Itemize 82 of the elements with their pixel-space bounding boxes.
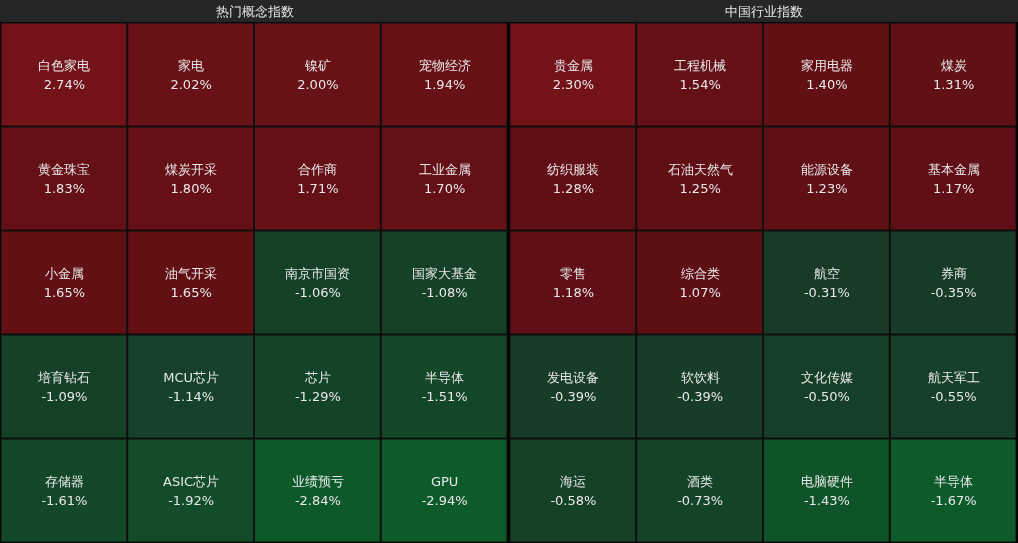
data-label: -0.39% (550, 389, 597, 404)
category-label: 家电 (178, 58, 205, 73)
category-label: 贵金属 (553, 58, 593, 73)
category-label: 券商 (940, 266, 967, 281)
data-label: 2.74% (43, 77, 86, 92)
data-label: -0.73% (677, 493, 724, 508)
data-label: 1.65% (170, 285, 212, 300)
data-label: -0.50% (803, 389, 850, 404)
data-label: 1.94% (423, 77, 466, 92)
data-label: 2.02% (170, 77, 212, 92)
data-label: -1.06% (294, 285, 341, 300)
category-label: 文化传媒 (800, 370, 853, 385)
data-label: -1.92% (168, 493, 215, 508)
category-label: ASIC芯片 (163, 474, 220, 489)
category-label: 培育钻石 (37, 370, 91, 385)
category-label: 家用电器 (800, 58, 853, 73)
data-label: 1.40% (806, 77, 848, 92)
category-label: 业绩预亏 (291, 474, 344, 489)
category-label: 煤炭开采 (165, 162, 218, 177)
data-label: 1.83% (43, 181, 86, 196)
category-label: 基本金属 (927, 162, 980, 177)
text: 热门概念指数 (215, 4, 294, 19)
category-label: 油气开采 (165, 266, 218, 281)
data-label: 1.07% (679, 285, 721, 300)
category-label: 发电设备 (547, 370, 600, 385)
data-label: -1.67% (930, 493, 977, 508)
category-label: 工业金属 (418, 162, 471, 177)
category-label: 合作商 (298, 162, 338, 177)
category-label: 航天军工 (927, 370, 980, 385)
data-label: 1.71% (297, 181, 339, 196)
category-label: 黄金珠宝 (38, 162, 91, 177)
data-label: -0.35% (930, 285, 977, 300)
category-label: 纺织服装 (547, 162, 600, 177)
category-label: 存储器 (44, 474, 84, 489)
category-label: 煤炭 (940, 58, 967, 73)
data-label: -1.09% (41, 389, 88, 404)
category-label: MCU芯片 (163, 370, 220, 385)
data-label: -1.08% (421, 285, 468, 300)
data-label: 1.25% (679, 181, 721, 196)
category-label: 小金属 (44, 266, 84, 281)
category-label: 软饮料 (680, 370, 720, 385)
data-label: -1.61% (41, 493, 88, 508)
category-label: 半导体 (425, 370, 465, 385)
data-label: 1.18% (552, 285, 595, 300)
data-label: 1.28% (552, 181, 595, 196)
category-label: 能源设备 (800, 162, 853, 177)
category-label: 海运 (560, 474, 587, 489)
data-label: 1.80% (170, 181, 212, 196)
category-label: 南京市国资 (285, 266, 351, 281)
category-label: GPU (430, 474, 459, 489)
category-label: 国家大基金 (412, 266, 478, 281)
data-label: 1.31% (932, 77, 975, 92)
data-label: -2.94% (421, 493, 468, 508)
category-label: 综合类 (680, 266, 720, 281)
data-label: 1.23% (806, 181, 848, 196)
category-label: 电脑硬件 (800, 474, 853, 489)
data-label: 1.54% (679, 77, 721, 92)
data-label: 2.00% (297, 77, 339, 92)
data-label: -0.55% (930, 389, 977, 404)
data-label: -0.58% (550, 493, 597, 508)
category-label: 工程机械 (674, 58, 727, 73)
data-label: -0.39% (677, 389, 724, 404)
data-label: 1.65% (43, 285, 86, 300)
text: 中国行业指数 (724, 4, 803, 19)
category-label: 酒类 (687, 474, 714, 489)
data-label: -1.51% (421, 389, 468, 404)
data-label: -1.29% (294, 389, 341, 404)
data-label: -1.14% (168, 389, 215, 404)
data-label: -0.31% (803, 285, 850, 300)
data-label: -1.43% (803, 493, 850, 508)
category-label: 石油天然气 (667, 162, 733, 177)
category-label: 芯片 (303, 370, 331, 385)
data-label: -2.84% (294, 493, 341, 508)
data-label: 2.30% (552, 77, 595, 92)
data-label: 1.17% (932, 181, 975, 196)
data-label: 1.70% (423, 181, 466, 196)
category-label: 航空 (813, 266, 840, 281)
category-label: 白色家电 (38, 58, 91, 73)
category-label: 宠物经济 (418, 58, 471, 73)
category-label: 零售 (560, 266, 587, 281)
category-label: 镍矿 (303, 58, 331, 73)
category-label: 半导体 (934, 474, 974, 489)
